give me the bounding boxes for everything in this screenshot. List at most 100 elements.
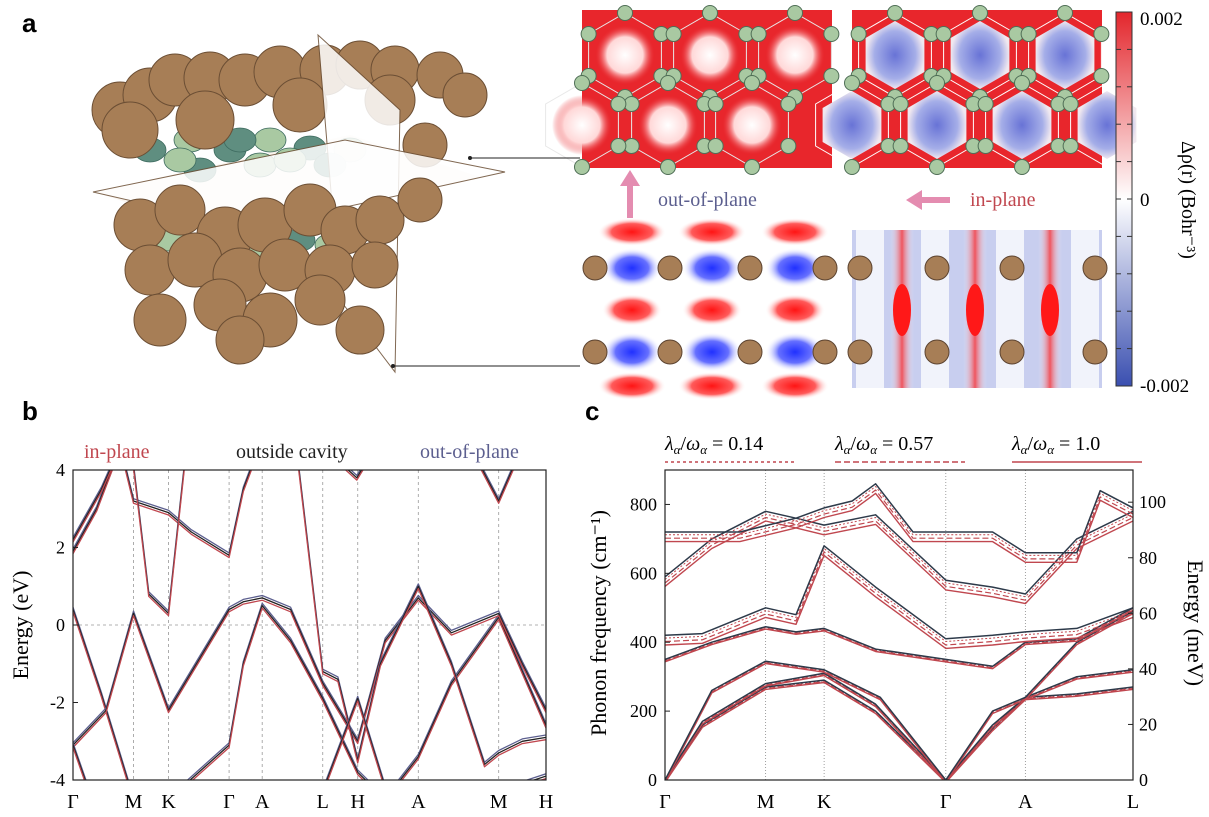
band-line <box>73 607 546 780</box>
ytick-label: 0 <box>648 770 657 790</box>
band-line <box>73 594 546 744</box>
phonon-branch <box>665 548 1133 642</box>
band-line <box>73 697 546 780</box>
copper-atom <box>999 255 1025 281</box>
y2tick-label: 80 <box>1139 548 1157 568</box>
xtick-label: K <box>817 791 832 813</box>
phonon-branch <box>665 608 1133 669</box>
boron-atom <box>1014 75 1030 91</box>
panel-label-a: a <box>22 8 37 38</box>
phonon-branch <box>665 483 1133 554</box>
density-red <box>966 284 984 336</box>
phonon-branch <box>665 513 1133 598</box>
boron-atom <box>823 26 840 42</box>
xtick-label: Γ <box>223 791 235 813</box>
boron-atom <box>844 159 860 175</box>
xtick-label: M <box>125 791 143 813</box>
phonon-dispersion-chart: λα/ωα = 0.14 λα/ωα = 0.57 λα/ωα = 1.0 Phon… <box>586 433 1208 813</box>
density-red <box>678 218 746 246</box>
xtick-label: M <box>490 791 508 813</box>
boron-atom <box>977 96 994 112</box>
boron-atom <box>665 26 682 42</box>
density-red <box>598 372 666 400</box>
copper-atom <box>847 255 873 281</box>
boron-atom <box>844 75 860 91</box>
density-red <box>602 294 662 326</box>
copper-atom <box>924 255 950 281</box>
map-top-right <box>815 5 1144 175</box>
label-in-plane: in-plane <box>970 189 1036 211</box>
phonon-branch <box>665 489 1133 560</box>
band-line <box>73 599 546 748</box>
colorbar-tick-mid: 0 <box>1140 190 1150 211</box>
copper-atom <box>355 195 405 245</box>
copper-atom <box>133 293 187 347</box>
panel-label-c: c <box>585 396 599 426</box>
connector-dot-bottom <box>391 364 395 368</box>
boron-atom <box>660 159 676 175</box>
phonon-branch <box>665 671 1133 780</box>
ylabel-c: Phonon frequency (cm⁻¹) <box>586 510 611 736</box>
xtick-label: L <box>1127 791 1139 813</box>
density-red <box>1041 284 1059 336</box>
phonon-branch <box>665 545 1133 640</box>
boron-atom <box>892 96 909 112</box>
boron-atom <box>574 159 590 175</box>
band-line <box>73 470 512 612</box>
boron-atom <box>702 5 718 21</box>
boron-atom <box>623 138 640 154</box>
density-blue <box>682 248 742 288</box>
copper-atom <box>999 339 1025 365</box>
ytick-label: -2 <box>50 693 65 713</box>
phonon-branch <box>665 679 1133 780</box>
copper-atom <box>442 72 488 118</box>
plot-frame-c <box>664 469 1134 781</box>
ytick-label: 0 <box>56 615 65 635</box>
density-blue <box>765 332 825 372</box>
colorbar-tick-bottom: -0.002 <box>1140 376 1189 397</box>
xtick-label: Γ <box>67 791 79 813</box>
colorbar-label: Δρ(r) (Bohr⁻³) <box>1177 141 1199 259</box>
y2tick-label: 20 <box>1139 714 1157 734</box>
density-minimum <box>680 25 740 85</box>
boron-atom <box>892 138 909 154</box>
band-structure-chart: in-plane outside cavity out-of-plane Ene… <box>8 441 553 813</box>
density-hexagon <box>907 91 967 159</box>
phonon-branch <box>665 510 1133 595</box>
copper-atom <box>812 255 838 281</box>
boron-atom <box>750 26 767 42</box>
legend-outside-cavity: outside cavity <box>236 441 348 463</box>
density-minimum <box>552 95 612 155</box>
band-line <box>73 602 546 780</box>
copper-atom <box>215 315 265 365</box>
panel-label-b: b <box>22 396 38 426</box>
density-hexagon <box>865 21 925 89</box>
density-blue <box>765 248 825 288</box>
connector-dot-top <box>468 156 472 160</box>
boron-atom <box>1057 5 1073 21</box>
boron-atom <box>787 5 803 21</box>
boron-atom <box>744 75 760 91</box>
boron-atom <box>1062 138 1079 154</box>
copper-atom <box>582 255 608 281</box>
ylabel-b: Energy (eV) <box>8 571 33 680</box>
phonon-branch <box>665 554 1133 650</box>
density-hexagon <box>992 91 1052 159</box>
copper-atom <box>1082 255 1108 281</box>
band-line <box>73 470 546 766</box>
boron-atom <box>707 96 724 112</box>
boron-atom <box>929 159 945 175</box>
copper-atom <box>124 244 176 296</box>
copper-atom <box>657 255 683 281</box>
phonon-branch <box>665 610 1133 780</box>
phonon-branch <box>665 670 1133 780</box>
legend-in-plane: in-plane <box>84 441 150 463</box>
boron-atom <box>623 96 640 112</box>
band-line <box>73 695 546 780</box>
xtick-label: H <box>539 791 553 813</box>
boron-atom <box>253 127 287 153</box>
arrow-up-head <box>620 170 640 186</box>
phonon-branch <box>665 492 1133 563</box>
crystal-structure-illustration <box>91 33 506 374</box>
copper-atom <box>657 339 683 365</box>
